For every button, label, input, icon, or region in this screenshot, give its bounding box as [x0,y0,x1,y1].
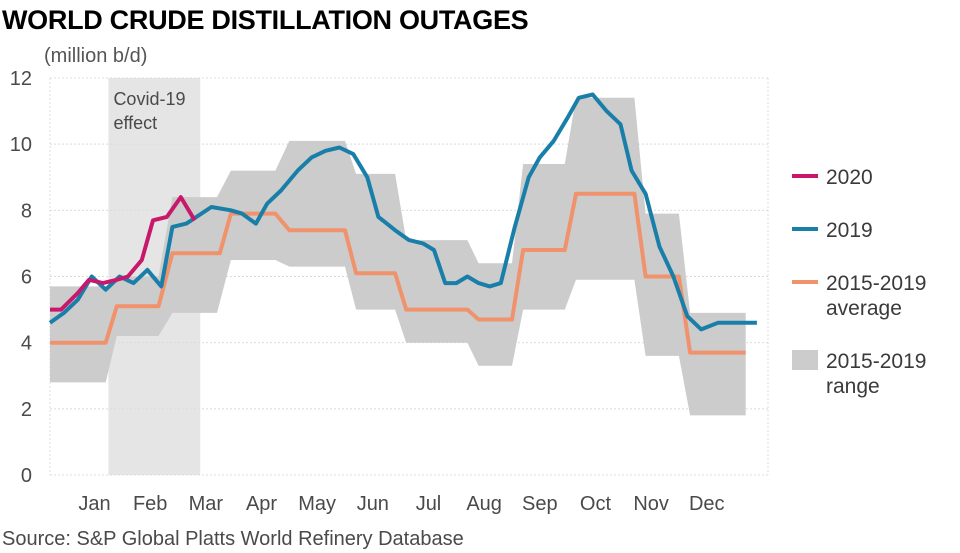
y-tick-label: 2 [21,399,32,421]
y-tick-label: 12 [10,68,32,90]
series-line-2020 [50,195,197,312]
y-tick-label: 6 [21,267,32,289]
x-tick-label: Nov [633,493,669,515]
range-band [50,97,746,416]
legend-item-2020: 2020 [792,166,873,189]
series-line-2019 [48,92,757,332]
x-tick-label: Jan [78,493,110,515]
covid-annotation: Covid-19 effect [113,89,185,133]
series-layer [48,92,757,355]
legend-label: average [826,297,902,320]
y-tick-label: 10 [10,134,32,156]
legend-label: 2019 [826,219,873,242]
x-tick-label: Oct [580,493,612,515]
x-tick-label: Aug [466,493,502,515]
y-axis-unit-label: (million b/d) [44,45,147,67]
x-tick-label: Feb [133,493,167,515]
covid-annotation-line: effect [113,113,157,133]
series-line-avg [50,191,746,355]
legend-label: range [826,375,880,398]
y-tick-labels: 0 2 4 6 8 10 12 [10,68,32,487]
x-tick-label: Sep [522,493,558,515]
x-tick-label: Jun [357,493,389,515]
y-tick-label: 0 [21,465,32,487]
source-note: Source: S&P Global Platts World Refinery… [2,528,464,550]
legend-label: 2020 [826,166,873,189]
x-tick-label: Apr [246,493,277,515]
chart-title: WORLD CRUDE DISTILLATION OUTAGES [2,5,528,35]
legend-swatch-range [792,350,818,370]
legend-label: 2015-2019 [826,350,926,373]
legend-item-2019: 2019 [792,219,873,242]
x-tick-label: Dec [689,493,725,515]
x-tick-labels: Jan Feb Mar Apr May Jun Jul Aug Sep Oct Nov Dec [78,493,724,515]
covid-annotation-line: Covid-19 [113,89,185,109]
range-band-layer [50,97,746,416]
x-tick-label: Jul [416,493,442,515]
y-tick-label: 4 [21,333,32,355]
y-tick-label: 8 [21,200,32,222]
legend-label: 2015-2019 [826,272,926,295]
x-tick-label: May [298,493,336,515]
x-tick-label: Mar [189,493,224,515]
